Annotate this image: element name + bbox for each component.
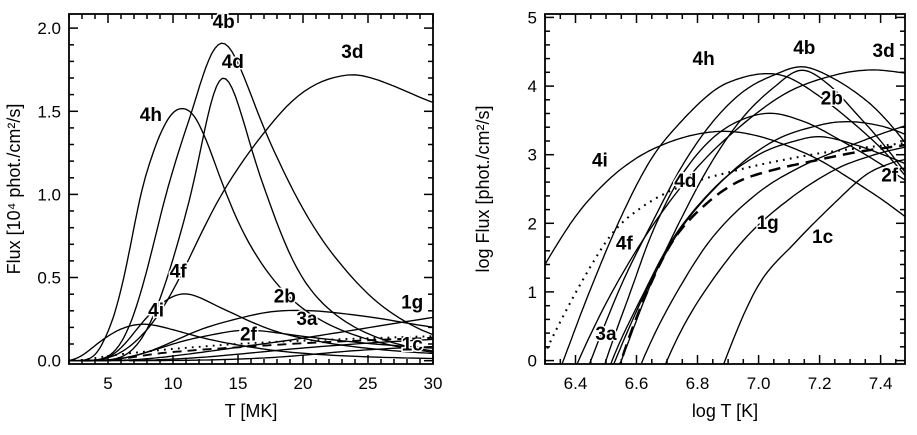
- plot-frame: [544, 13, 906, 365]
- curve-label-3d: 3d: [341, 42, 363, 63]
- tick-labels-group: 5 10 15 20 25 30 0.0 0.5 1.0 1.5 2.0: [37, 19, 442, 393]
- curve-label-4h: 4h: [140, 105, 162, 126]
- curve-label-1g: 1g: [757, 213, 779, 234]
- curve-3d: [576, 69, 905, 364]
- y-tick-label: 5: [528, 8, 537, 27]
- curve-2b: [80, 309, 433, 362]
- curve-label-4b: 4b: [213, 12, 235, 33]
- y-tick-label: 1: [528, 283, 537, 302]
- curve-4f: [78, 293, 433, 362]
- curve-label-3a: 3a: [595, 324, 617, 345]
- curve-1g: [640, 125, 905, 364]
- y-tick-label: 0.0: [37, 352, 61, 371]
- curves-group: [69, 42, 433, 362]
- x-tick-label: 6.8: [686, 374, 710, 393]
- ticks-group: [68, 14, 434, 364]
- left-x-axis-title: T [MK]: [225, 401, 278, 421]
- curve-label-2b: 2b: [274, 287, 296, 308]
- y-tick-label: 3: [528, 146, 537, 165]
- x-tick-label: 6.6: [625, 374, 649, 393]
- y-tick-label: 2: [528, 214, 537, 233]
- curve-label-4i: 4i: [592, 150, 608, 171]
- curve-dashed-curve: [83, 336, 433, 362]
- right-x-axis-title: log T [K]: [692, 401, 758, 421]
- x-tick-label: 10: [164, 374, 183, 393]
- left-panel-linear-flux: 5 10 15 20 25 30 0.0 0.5 1.0 1.5 2.0 4b 4d 3d 4h 4f 4i 2b…: [4, 11, 442, 421]
- curve-label-4d: 4d: [674, 171, 696, 192]
- curve-4b: [588, 66, 905, 364]
- x-tick-label: 7.2: [808, 374, 832, 393]
- curve-label-4i: 4i: [148, 301, 164, 322]
- y-tick-label: 4: [528, 77, 537, 96]
- y-tick-label: 0: [528, 352, 537, 371]
- curve-dotted-curve: [545, 141, 905, 357]
- ticks-group: [544, 14, 905, 364]
- y-tick-label: 1.0: [37, 185, 61, 204]
- y-tick-label: 0.5: [37, 269, 61, 288]
- right-panel-loglog-flux: 6.4 6.6 6.8 7.0 7.2 7.4 0 1 2 3 4 5 4h 4b 3d 2b 4i 4d 4f 3a…: [473, 8, 906, 421]
- curve-4h: [561, 73, 905, 364]
- curve-labels-group: 4h 4b 3d 2b 4i 4d 4f 3a 1g 1c 2f: [590, 36, 900, 346]
- curve-2f: [664, 146, 905, 364]
- curve-4i: [545, 130, 905, 266]
- curve-label-1g: 1g: [401, 292, 423, 313]
- curve-2f: [98, 338, 433, 362]
- curve-label-4h: 4h: [693, 49, 715, 70]
- x-tick-label: 15: [229, 374, 248, 393]
- x-tick-label: 5: [103, 374, 112, 393]
- right-plot-area: 6.4 6.6 6.8 7.0 7.2 7.4 0 1 2 3 4 5 4h 4b 3d 2b 4i 4d 4f 3a…: [528, 8, 906, 393]
- curve-label-2b: 2b: [821, 89, 843, 110]
- curve-3d: [71, 74, 433, 362]
- curve-dashed-curve: [618, 143, 905, 364]
- curve-2b: [613, 121, 905, 364]
- curve-label-4b: 4b: [793, 38, 815, 59]
- curves-group: [545, 66, 905, 364]
- x-tick-label: 6.4: [564, 374, 588, 393]
- x-tick-label: 30: [424, 374, 443, 393]
- left-plot-area: 5 10 15 20 25 30 0.0 0.5 1.0 1.5 2.0 4b 4d 3d 4h 4f 4i 2b…: [37, 11, 442, 393]
- x-tick-label: 20: [294, 374, 313, 393]
- curve-3a: [610, 136, 905, 364]
- curve-label-4f: 4f: [616, 233, 634, 254]
- curve-label-4d: 4d: [222, 52, 244, 73]
- right-y-axis-title: log Flux [phot./cm²/s]: [473, 105, 493, 272]
- x-tick-label: 7.0: [747, 374, 771, 393]
- curve-label-2f: 2f: [240, 324, 258, 345]
- curve-label-3a: 3a: [296, 309, 318, 330]
- tick-labels-group: 6.4 6.6 6.8 7.0 7.2 7.4 0 1 2 3 4 5: [528, 8, 893, 393]
- y-tick-label: 1.5: [37, 102, 61, 121]
- plot-frame: [68, 13, 434, 365]
- x-tick-label: 25: [359, 374, 378, 393]
- curve-label-4f: 4f: [170, 262, 188, 283]
- curve-1c: [722, 158, 905, 364]
- x-tick-label: 7.4: [869, 374, 893, 393]
- y-tick-label: 2.0: [37, 19, 61, 38]
- curve-label-1c: 1c: [402, 334, 424, 355]
- curve-label-3d: 3d: [873, 41, 895, 62]
- curve-4b: [74, 42, 433, 362]
- curve-4i: [69, 323, 433, 361]
- curve-label-2f: 2f: [881, 166, 899, 187]
- curve-label-1c: 1c: [812, 227, 834, 248]
- left-y-axis-title: Flux [10⁴ phot./cm²/s]: [4, 104, 24, 275]
